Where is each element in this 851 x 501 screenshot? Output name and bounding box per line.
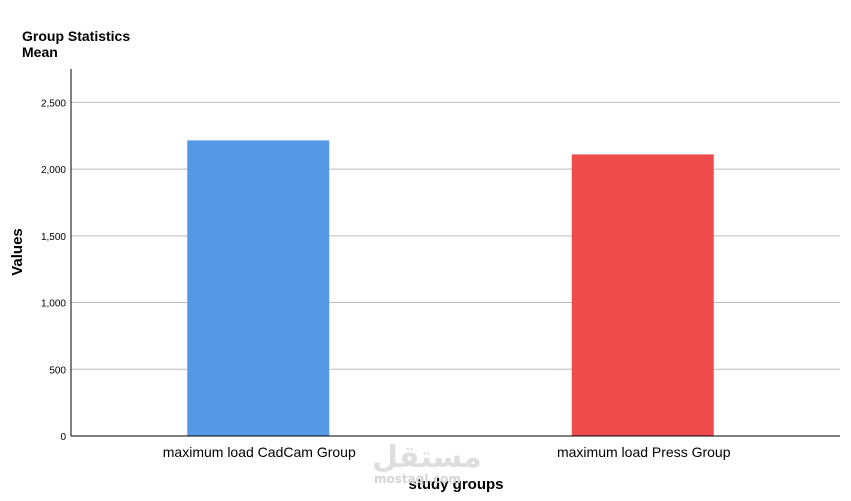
bars [187, 140, 714, 437]
y-tick-label: 1,000 [41, 299, 66, 310]
grid-lines [71, 101, 840, 370]
x-tick-label: maximum load Press Group [557, 444, 731, 460]
y-tick-label: 2,500 [41, 98, 66, 109]
y-axis-label: Values [9, 228, 26, 276]
y-tick-label: 2,000 [41, 165, 66, 176]
y-tick-labels: 0 500 1,000 1,500 2,000 2,500 [41, 98, 66, 443]
y-tick-label: 0 [60, 432, 66, 443]
watermark-url: mostaql.com [374, 472, 461, 486]
bar [571, 154, 714, 437]
x-axis-label: study groups [408, 476, 503, 493]
chart-title-block: Group Statistics Mean [22, 28, 130, 60]
x-tick-label: maximum load CadCam Group [163, 444, 356, 460]
y-tick-label: 1,500 [41, 232, 66, 243]
watermark-logo: مستقل [372, 440, 482, 475]
chart-title: Group Statistics [22, 28, 131, 44]
y-tick-label: 500 [49, 365, 66, 376]
bar [187, 140, 330, 436]
chart-subtitle: Mean [22, 44, 58, 60]
x-tick-labels: maximum load CadCam Group maximum load Pr… [163, 444, 731, 460]
